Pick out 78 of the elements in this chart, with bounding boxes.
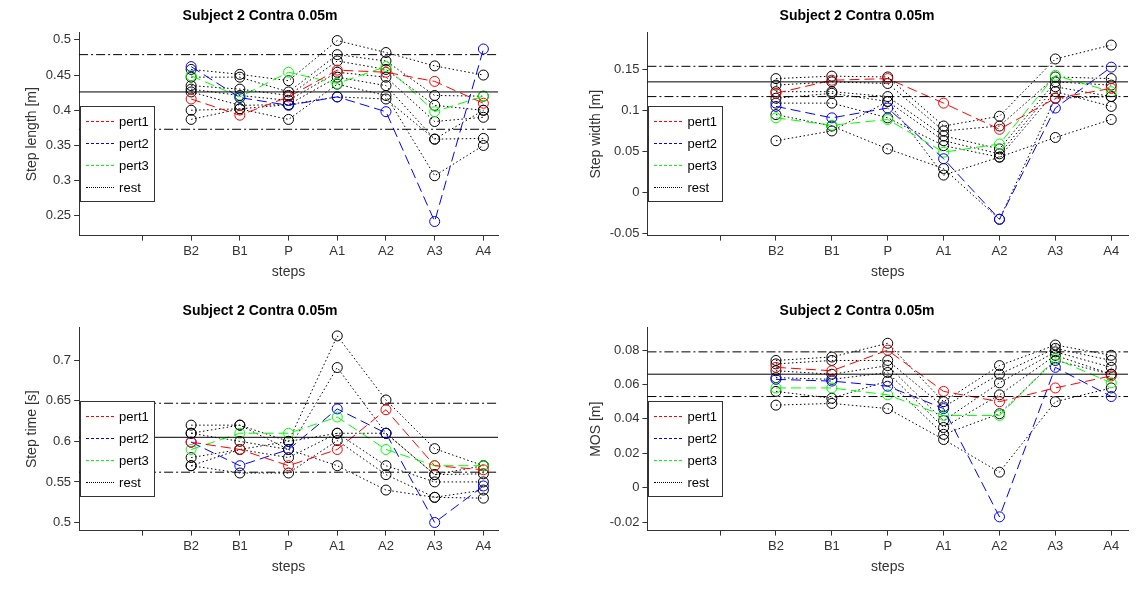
x-tick-label: B2	[183, 242, 200, 258]
y-tick-label: 0.5	[53, 514, 72, 530]
x-tick-label: A2	[991, 242, 1008, 258]
y-tick-label: 0.05	[614, 142, 640, 158]
y-tick-label: -0.05	[609, 224, 640, 240]
y-tick-label: 0.1	[621, 102, 640, 118]
x-tick-label: A1	[329, 537, 346, 553]
y-tick-label: 0.45	[45, 66, 72, 82]
x-tick-label: A1	[935, 537, 952, 553]
x-tick-label: B2	[768, 537, 784, 553]
x-tick-label: B1	[231, 537, 248, 553]
x-tick-label: A2	[378, 242, 394, 258]
legend-label: pert3	[687, 157, 718, 173]
x-tick-label: A4	[1103, 537, 1120, 553]
y-axis-title: Step length [m]	[23, 87, 40, 182]
y-tick-label: 0	[632, 479, 640, 495]
y-tick-label: 0.15	[614, 61, 640, 77]
chart-title: Subject 2 Contra 0.05m	[182, 302, 338, 319]
x-tick-label: A2	[378, 537, 394, 553]
y-tick-label: 0.3	[53, 172, 72, 188]
x-tick-label: B1	[823, 537, 840, 553]
y-axis-title: Step width [m]	[587, 89, 604, 179]
legend-label: pert3	[119, 452, 149, 468]
chart-title: Subject 2 Contra 0.05m	[779, 302, 935, 319]
y-tick-label: -0.02	[609, 513, 640, 529]
x-axis-title: steps	[870, 558, 905, 575]
x-tick-label: B1	[231, 242, 248, 258]
legend-label: pert1	[687, 113, 718, 129]
y-tick-label: 0.02	[614, 444, 640, 460]
y-tick-label: 0	[632, 183, 640, 199]
y-tick-label: 0.04	[614, 410, 640, 426]
x-tick-label: P	[883, 537, 893, 553]
y-axis-title: MOS [m]	[587, 401, 604, 457]
legend-label: pert3	[687, 452, 718, 468]
x-axis-title: steps	[271, 558, 306, 575]
x-tick-label: P	[284, 537, 293, 553]
y-axis-title: Step time [s]	[23, 390, 40, 469]
x-tick-label: A3	[426, 242, 443, 258]
x-tick-label: A1	[329, 242, 346, 258]
legend-label: pert2	[119, 135, 149, 151]
x-axis-title: steps	[870, 263, 905, 280]
y-tick-label: 0.35	[45, 137, 72, 153]
x-tick-label: B2	[183, 537, 200, 553]
chart-title: Subject 2 Contra 0.05m	[779, 7, 935, 24]
legend-label: pert2	[687, 430, 718, 446]
legend-label: pert3	[119, 157, 149, 173]
y-tick-label: 0.5	[53, 31, 72, 47]
x-tick-label: A4	[475, 537, 492, 553]
x-tick-label: P	[284, 242, 293, 258]
x-tick-label: P	[883, 242, 893, 258]
x-tick-label: A4	[1103, 242, 1120, 258]
legend-label: pert1	[119, 113, 149, 129]
y-tick-label: 0.65	[45, 392, 72, 408]
legend-label: pert2	[119, 430, 149, 446]
legend-label: rest	[119, 179, 141, 195]
chart-title: Subject 2 Contra 0.05m	[182, 7, 338, 24]
legend-label: rest	[687, 474, 710, 490]
x-tick-label: A3	[1047, 537, 1064, 553]
legend-label: pert1	[687, 408, 718, 424]
y-tick-label: 0.06	[614, 376, 640, 392]
y-tick-label: 0.25	[45, 207, 72, 223]
x-tick-label: A4	[475, 242, 492, 258]
x-tick-label: A1	[935, 242, 952, 258]
y-tick-label: 0.6	[53, 432, 72, 448]
x-tick-label: A3	[426, 537, 443, 553]
y-tick-label: 0.4	[53, 101, 72, 117]
x-axis-title: steps	[271, 263, 306, 280]
legend-label: pert1	[119, 408, 149, 424]
x-tick-label: A2	[991, 537, 1008, 553]
y-tick-label: 0.55	[45, 473, 72, 489]
x-tick-label: B1	[823, 242, 840, 258]
legend-label: pert2	[687, 135, 718, 151]
x-tick-label: B2	[768, 242, 784, 258]
legend-label: rest	[119, 474, 141, 490]
x-tick-label: A3	[1047, 242, 1064, 258]
y-tick-label: 0.08	[614, 341, 640, 357]
y-tick-label: 0.7	[53, 351, 72, 367]
legend-label: rest	[687, 179, 710, 195]
